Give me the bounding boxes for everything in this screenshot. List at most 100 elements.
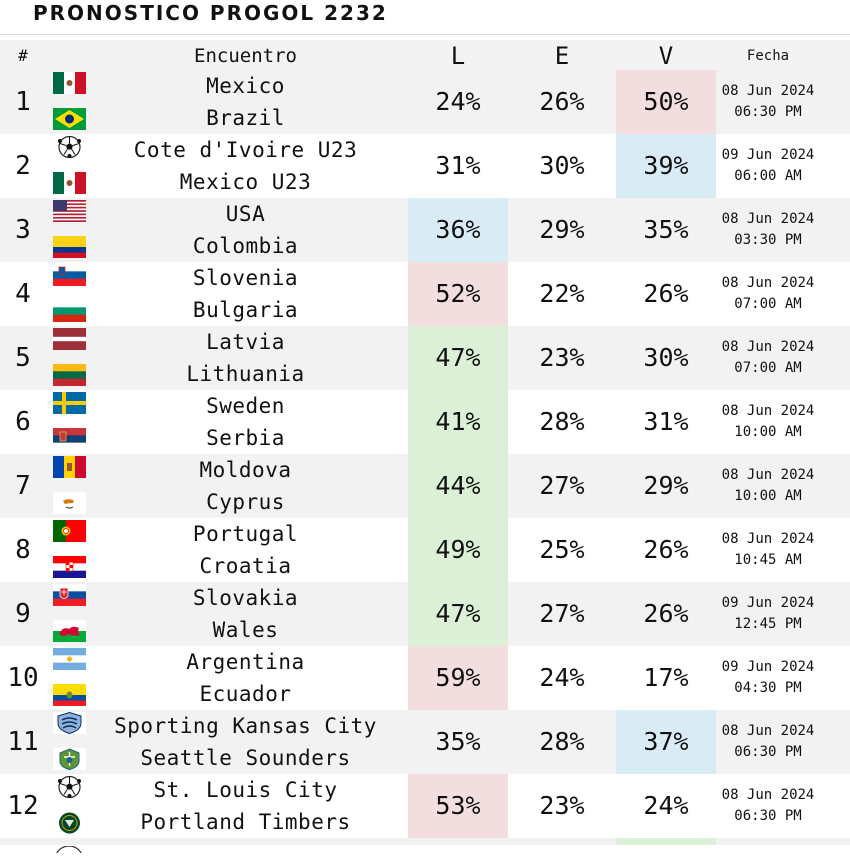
match-date: 08 Jun 2024 bbox=[721, 211, 815, 227]
brazil-flag-icon bbox=[53, 108, 86, 130]
home-team: Cote d'Ivoire U23 bbox=[133, 138, 358, 162]
portugal-flag-icon bbox=[53, 520, 86, 542]
match-date: 08 Jun 2024 bbox=[721, 403, 815, 419]
match-datetime: 08 Jun 2024 06:30 PM bbox=[716, 774, 820, 838]
away-team: Bulgaria bbox=[192, 298, 299, 322]
visitor-percent: 29% bbox=[643, 471, 689, 500]
visitor-percent: 31% bbox=[643, 407, 689, 436]
bulgaria-flag-icon bbox=[53, 300, 86, 322]
table-row: 12 St. Louis City Portland Timbers 53% 2… bbox=[0, 774, 850, 838]
latvia-flag-icon bbox=[53, 328, 86, 350]
table-header: # Encuentro L E V Fecha bbox=[0, 40, 850, 70]
match-date: 09 Jun 2024 bbox=[721, 659, 815, 675]
match-number: 5 bbox=[15, 343, 31, 373]
match-number: 9 bbox=[15, 599, 31, 629]
away-team: Ecuador bbox=[199, 682, 292, 706]
match-time: 04:30 PM bbox=[734, 680, 802, 696]
soccer-ball-icon bbox=[54, 838, 84, 857]
usa-flag-icon bbox=[53, 200, 86, 222]
slovenia-flag-icon bbox=[53, 264, 86, 286]
draw-percent: 23% bbox=[539, 791, 585, 820]
table-row: 1 Mexico Brazil 24% 26% 50% 08 Jun 2024 … bbox=[0, 70, 850, 134]
table-row: 7 Moldova Cyprus 44% 27% 29% 08 Jun 2024… bbox=[0, 454, 850, 518]
match-datetime: 09 Jun 2024 12:45 PM bbox=[716, 582, 820, 646]
match-date: 08 Jun 2024 bbox=[721, 467, 815, 483]
header-fecha: Fecha bbox=[746, 48, 790, 64]
local-percent: 59% bbox=[408, 646, 508, 710]
match-datetime: 09 Jun 2024 04:30 PM bbox=[716, 646, 820, 710]
header-local: L bbox=[450, 42, 466, 70]
match-date: 09 Jun 2024 bbox=[721, 147, 815, 163]
title-bar: PRONOSTICO PROGOL 2232 bbox=[0, 0, 850, 35]
argentina-flag-icon bbox=[53, 648, 86, 670]
home-team: Latvia bbox=[206, 330, 285, 354]
match-datetime: 08 Jun 2024 07:00 AM bbox=[716, 326, 820, 390]
local-percent: 52% bbox=[408, 262, 508, 326]
match-time: 06:30 PM bbox=[734, 104, 802, 120]
match-time: 06:30 PM bbox=[734, 744, 802, 760]
match-number: 11 bbox=[7, 727, 39, 757]
match-time: 10:00 AM bbox=[734, 488, 802, 504]
home-team: USA bbox=[225, 202, 266, 226]
table-row: 10 Argentina Ecuador 59% 24% 17% 09 Jun … bbox=[0, 646, 850, 710]
away-team: Croatia bbox=[199, 554, 292, 578]
table-row-partial bbox=[0, 838, 850, 857]
home-team: Slovakia bbox=[192, 586, 299, 610]
home-team: Portugal bbox=[192, 522, 299, 546]
table-row: 4 Slovenia Bulgaria 52% 22% 26% 08 Jun 2… bbox=[0, 262, 850, 326]
match-number: 10 bbox=[7, 663, 39, 693]
draw-percent: 22% bbox=[539, 279, 585, 308]
match-time: 07:00 AM bbox=[734, 360, 802, 376]
match-time: 03:30 PM bbox=[734, 232, 802, 248]
seattle-sounders-crest-icon bbox=[53, 748, 86, 770]
team-flags bbox=[53, 774, 87, 838]
home-team: Slovenia bbox=[192, 266, 299, 290]
draw-percent: 26% bbox=[539, 87, 585, 116]
draw-percent: 28% bbox=[539, 727, 585, 756]
match-datetime: 08 Jun 2024 06:30 PM bbox=[716, 710, 820, 774]
sporting-kc-crest-icon bbox=[53, 712, 86, 734]
serbia-flag-icon bbox=[53, 428, 86, 450]
croatia-flag-icon bbox=[53, 556, 86, 578]
visitor-percent: 39% bbox=[616, 134, 716, 198]
ecuador-flag-icon bbox=[53, 684, 86, 706]
match-date: 08 Jun 2024 bbox=[721, 339, 815, 355]
local-percent: 53% bbox=[408, 774, 508, 838]
match-time: 06:30 PM bbox=[734, 808, 802, 824]
team-flags bbox=[53, 390, 87, 454]
colombia-flag-icon bbox=[53, 236, 86, 258]
away-team: Mexico U23 bbox=[179, 170, 312, 194]
match-date: 08 Jun 2024 bbox=[721, 275, 815, 291]
local-percent: 36% bbox=[408, 198, 508, 262]
local-percent: 49% bbox=[408, 518, 508, 582]
home-team: Argentina bbox=[186, 650, 305, 674]
table-row: 8 Portugal Croatia 49% 25% 26% 08 Jun 20… bbox=[0, 518, 850, 582]
local-percent: 35% bbox=[435, 727, 481, 756]
match-teams: Moldova Cyprus bbox=[88, 454, 403, 518]
away-team: Seattle Sounders bbox=[140, 746, 351, 770]
team-flags bbox=[53, 326, 87, 390]
match-number: 6 bbox=[15, 407, 31, 437]
visitor-percent: 50% bbox=[616, 70, 716, 134]
team-flags bbox=[53, 134, 87, 198]
wales-flag-icon bbox=[53, 620, 86, 642]
header-empate: E bbox=[554, 42, 570, 70]
team-flags bbox=[53, 710, 87, 774]
mexico-flag-icon bbox=[53, 172, 86, 194]
table-row: 3 USA Colombia 36% 29% 35% 08 Jun 2024 0… bbox=[0, 198, 850, 262]
local-percent: 24% bbox=[435, 87, 481, 116]
header-encuentro: Encuentro bbox=[194, 45, 297, 67]
table-row: 5 Latvia Lithuania 47% 23% 30% 08 Jun 20… bbox=[0, 326, 850, 390]
match-datetime: 08 Jun 2024 10:00 AM bbox=[716, 454, 820, 518]
away-team: Serbia bbox=[206, 426, 285, 450]
team-flags bbox=[53, 646, 87, 710]
match-teams: Latvia Lithuania bbox=[88, 326, 403, 390]
match-datetime: 08 Jun 2024 06:30 PM bbox=[716, 70, 820, 134]
header-num: # bbox=[18, 46, 28, 65]
team-flags bbox=[53, 262, 87, 326]
match-teams: Sweden Serbia bbox=[88, 390, 403, 454]
match-number: 2 bbox=[15, 151, 31, 181]
match-date: 08 Jun 2024 bbox=[721, 787, 815, 803]
local-percent: 47% bbox=[408, 582, 508, 646]
match-time: 12:45 PM bbox=[734, 616, 802, 632]
